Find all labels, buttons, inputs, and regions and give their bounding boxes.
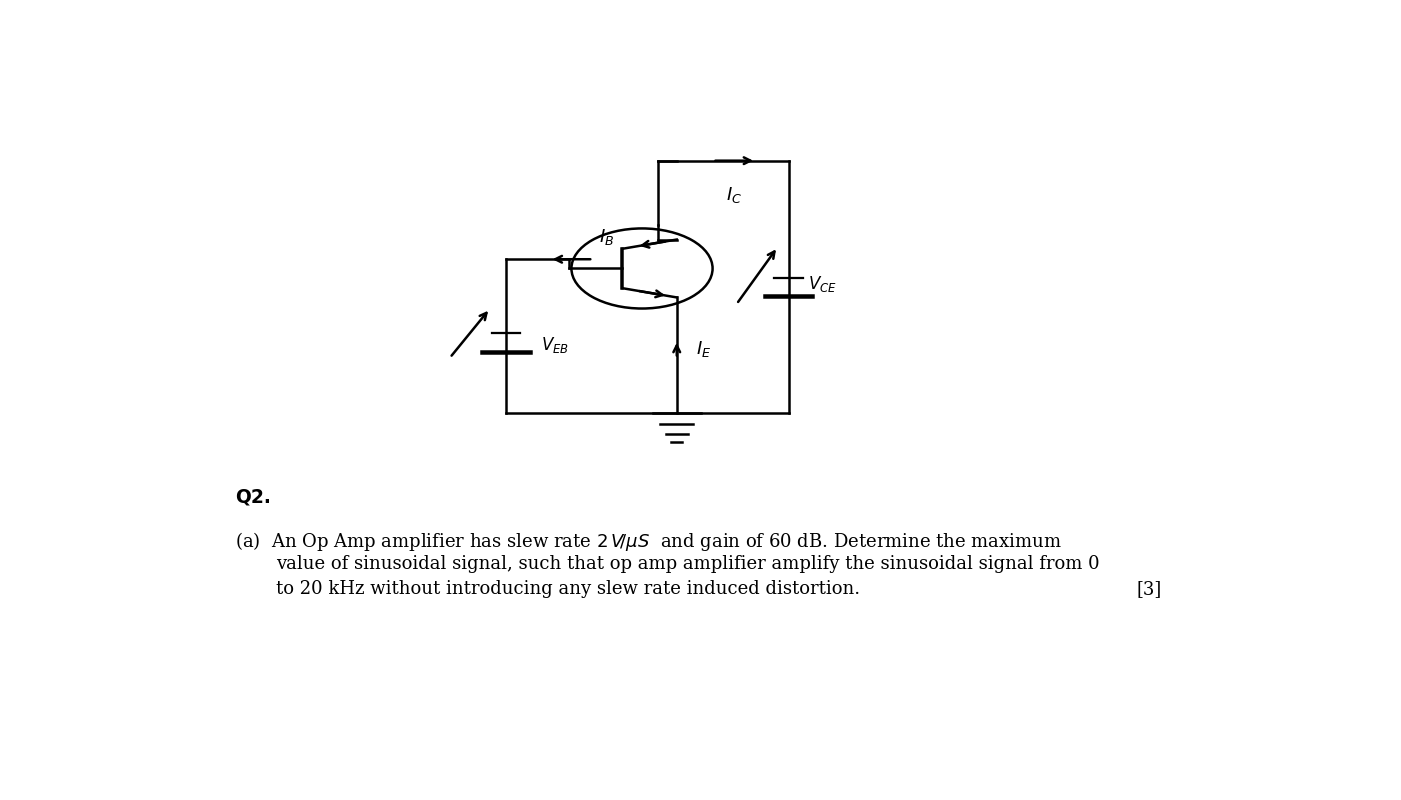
Text: to 20 kHz without introducing any slew rate induced distortion.: to 20 kHz without introducing any slew r… xyxy=(276,579,860,598)
Text: $I_B$: $I_B$ xyxy=(598,227,614,247)
Text: Q2.: Q2. xyxy=(235,487,270,506)
Text: [3]: [3] xyxy=(1136,579,1161,598)
Text: (a)  An Op Amp amplifier has slew rate $2\,V\!/\mu S$  and gain of 60 dB. Determ: (a) An Op Amp amplifier has slew rate $2… xyxy=(235,530,1062,554)
Text: $I_E$: $I_E$ xyxy=(696,339,712,359)
Text: $I_C$: $I_C$ xyxy=(726,186,743,206)
Text: $V_{EB}$: $V_{EB}$ xyxy=(541,335,569,355)
Text: $V_{CE}$: $V_{CE}$ xyxy=(808,274,836,294)
Text: value of sinusoidal signal, such that op amp amplifier amplify the sinusoidal si: value of sinusoidal signal, such that op… xyxy=(276,555,1100,573)
